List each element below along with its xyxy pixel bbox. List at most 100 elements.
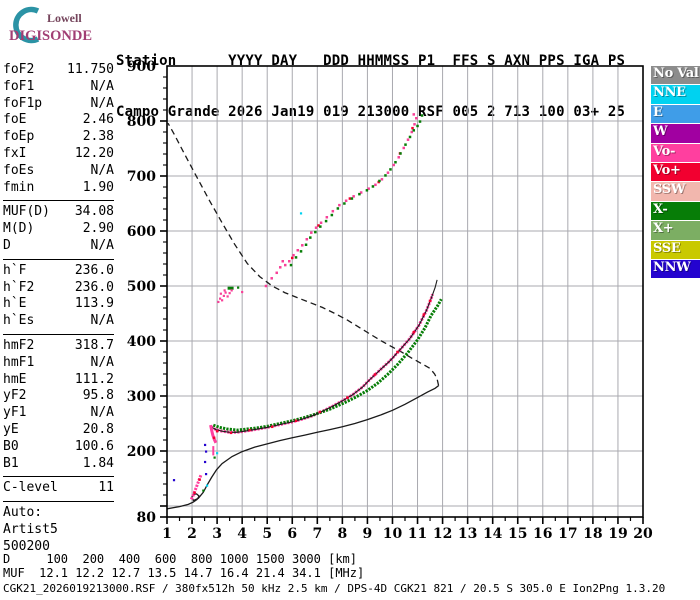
mid-cluster-spread-green <box>237 286 240 289</box>
param-label: C-level <box>3 480 58 496</box>
second-hop-x-mode <box>289 114 424 267</box>
legend-item-x-: X- <box>651 201 700 221</box>
param-value: 1.90 <box>82 179 114 195</box>
x-axis-label: 2 <box>187 526 197 542</box>
x-axis-label: 15 <box>508 526 527 542</box>
x-axis-label: 10 <box>383 526 403 542</box>
x-axis-label: 20 <box>633 526 653 542</box>
parameter-panel: foF2 11.750 foF1 N/A foF1p N/A foE 2.46 foEp 2.38… <box>3 61 114 558</box>
param-row-ye: yE 20.8 <box>3 422 114 439</box>
topside-profile-extrapolated <box>167 122 440 386</box>
param-label: foEp <box>3 129 35 145</box>
second-hop-o-mode <box>264 113 418 288</box>
x-axis-label: 4 <box>237 526 247 542</box>
param-value: 2.90 <box>82 221 114 237</box>
legend-item-noval: No Val <box>651 66 700 85</box>
y-axis-label: 400 <box>127 334 156 350</box>
x-axis-label: 8 <box>337 526 347 542</box>
param-label: MUF(D) <box>3 204 50 220</box>
param-row-hf2: h`F2 236.0 <box>3 280 114 297</box>
param-row-hes: h`Es N/A <box>3 313 114 330</box>
param-value: 318.7 <box>74 337 114 353</box>
param-value: 2.46 <box>82 112 114 128</box>
param-row-yf1: yF1 N/A <box>3 405 114 422</box>
e-trace-echo <box>189 474 203 501</box>
param-row-fmin: fmin 1.90 <box>3 180 114 197</box>
param-row-hmf2: hmF2 318.7 <box>3 338 114 355</box>
legend-item-vo-: Vo- <box>651 143 700 162</box>
logo-arc-icon <box>13 6 40 44</box>
param-value: N/A <box>90 78 114 94</box>
legend-item-ssw: SSW <box>651 182 700 201</box>
x-axis-label: 14 <box>483 526 503 542</box>
param-label: foF1p <box>3 95 43 111</box>
param-row-b0: B0 100.6 <box>3 439 114 456</box>
param-label: hmF1 <box>3 354 35 370</box>
param-label: h`E <box>3 296 27 312</box>
param-label: B1 <box>3 455 19 471</box>
legend-item-nnw: NNW <box>651 259 700 279</box>
f-trace-fitted-line <box>210 279 438 433</box>
header-columns-row: Station YYYY DAY DDD HHMMSS P1 FFS S AXN… <box>116 53 626 69</box>
lowell-digisonde-logo: Lowell DIGISONDE <box>2 3 112 53</box>
param-label: foF1 <box>3 78 35 94</box>
y-axis-label: 800 <box>127 114 156 130</box>
param-row-foep: foEp 2.38 <box>3 129 114 146</box>
param-row-artist5: Artist5 <box>3 522 114 539</box>
f-trace-x-mode-echo <box>212 298 443 432</box>
mid-cluster-spread-pink <box>217 289 244 304</box>
param-label: fmin <box>3 179 35 195</box>
parameter-section: foF2 11.750 foF1 N/A foF1p N/A foE 2.46 foEp 2.38… <box>3 61 114 198</box>
param-row-fxi: fxI 12.20 <box>3 146 114 163</box>
x-axis-label: 9 <box>363 526 373 542</box>
x-axis-label: 11 <box>408 526 427 542</box>
param-value: 11 <box>98 480 114 496</box>
param-value: 2.38 <box>82 129 114 145</box>
doppler-plus-dots <box>193 299 432 495</box>
param-value: N/A <box>90 95 114 111</box>
param-row-d: D N/A <box>3 238 114 255</box>
logo-line1: Lowell <box>47 11 82 25</box>
param-row-hf: h`F 236.0 <box>3 263 114 280</box>
y-axis-label: 500 <box>127 279 156 295</box>
param-row-fof2: foF2 11.750 <box>3 62 114 79</box>
param-value: N/A <box>90 354 114 370</box>
param-row-auto: Auto: <box>3 505 114 522</box>
param-row-foe: foE 2.46 <box>3 112 114 129</box>
x-axis-label: 13 <box>458 526 477 542</box>
param-value: 111.2 <box>74 371 114 387</box>
plot-frame <box>166 65 644 518</box>
parameter-section: C-level 11 <box>3 476 114 499</box>
param-row-mufd: MUF(D) 34.08 <box>3 204 114 221</box>
param-label: yF1 <box>3 405 27 421</box>
param-label: yF2 <box>3 388 27 404</box>
param-label: Auto: <box>3 505 43 521</box>
param-row-fof1p: foF1p N/A <box>3 96 114 113</box>
x-mode-stray-dots <box>202 456 216 492</box>
nnw-dots <box>172 443 208 482</box>
parameter-section: MUF(D) 34.08 M(D) 2.90 D N/A <box>3 200 114 256</box>
x-axis-label: 16 <box>533 526 552 542</box>
muf-row: MUF 12.1 12.2 12.7 13.5 14.7 16.4 21.4 3… <box>3 565 365 580</box>
nne-dots <box>205 212 303 487</box>
x-axis-label: 5 <box>262 526 272 542</box>
param-row-hmf1: hmF1 N/A <box>3 355 114 372</box>
x-axis-label: 6 <box>287 526 297 542</box>
legend-item-e: E <box>651 104 700 124</box>
param-label: h`F <box>3 262 27 278</box>
distance-row: D 100 200 400 600 800 1000 1500 3000 [km… <box>3 552 358 566</box>
y-axis-label: 300 <box>127 389 156 405</box>
param-row-hme: hmE 111.2 <box>3 372 114 389</box>
param-label: yE <box>3 421 19 437</box>
param-label: hmF2 <box>3 337 35 353</box>
param-row-fof1: foF1 N/A <box>3 79 114 96</box>
param-label: M(D) <box>3 221 35 237</box>
param-value: N/A <box>90 162 114 178</box>
param-label: h`Es <box>3 313 35 329</box>
legend-item-vo+: Vo+ <box>651 162 700 182</box>
param-label: Artist5 <box>3 521 58 537</box>
x-axis-label: 12 <box>433 526 452 542</box>
bottomside-profile <box>166 385 439 510</box>
param-value: 113.9 <box>74 296 114 312</box>
param-value: N/A <box>90 405 114 421</box>
